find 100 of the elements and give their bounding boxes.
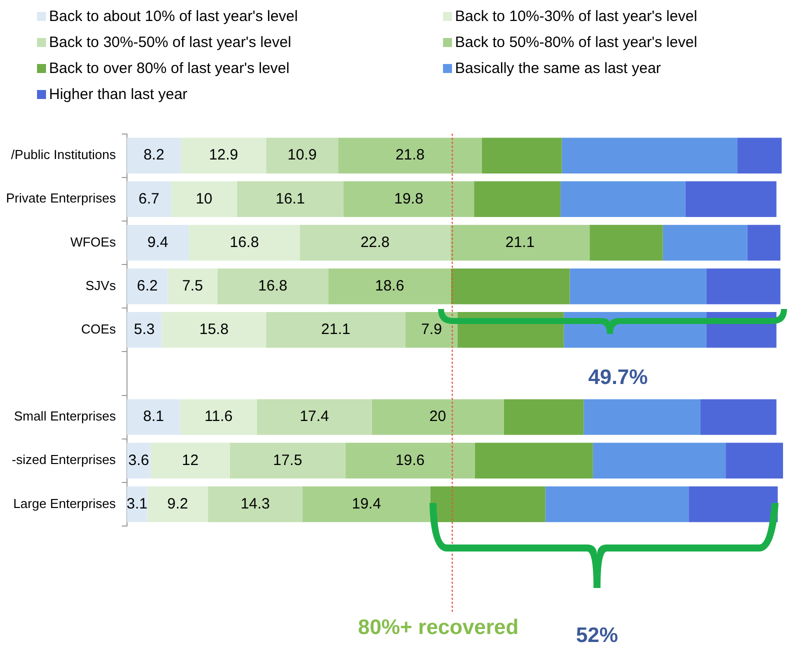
bar [662,224,748,261]
bar [450,224,590,261]
y-tick-label: COEs [81,321,116,336]
bar [126,181,172,218]
bar [208,486,302,522]
bar [338,138,482,174]
bar [180,399,257,435]
bar [126,224,189,261]
data-label: 11.6 [204,408,233,426]
bar [230,442,346,478]
data-label: 16.8 [258,277,288,294]
data-label: 7.9 [421,321,442,338]
bar [126,312,162,348]
bar [430,486,546,522]
data-label: 3.1 [126,495,148,512]
data-label: 20 [429,408,446,426]
legend-label: Back to about 10% of last year's level [49,8,298,24]
data-label: 22.8 [360,234,390,251]
bar [737,138,782,174]
data-label: 16.1 [276,190,305,208]
bar [474,181,561,218]
bar [685,181,776,218]
y-tick-label: -sized Enterprises [12,452,116,468]
bar [450,268,570,304]
data-label: 6.7 [138,190,160,208]
bar [300,224,450,261]
bar [237,181,344,218]
bar [545,486,689,522]
bar [328,268,451,304]
bar [345,442,475,478]
bar [482,138,562,174]
data-label: 16.8 [230,234,259,251]
bar [706,268,780,304]
bar [302,486,431,522]
bar [504,399,584,435]
legend-label: Back to 10%-30% of last year's level [455,8,698,24]
legend-label: Back to over 80% of last year's level [49,60,290,76]
data-label: 14.3 [240,495,270,512]
legend-label: Basically the same as last year [455,60,661,76]
y-tick-label: /Public Institutions [11,147,116,162]
bar [726,442,784,478]
legend-label: Back to 30%-50% of last year's level [49,34,292,50]
bar [584,399,701,435]
data-label: 19.4 [352,495,382,512]
data-label: 19.8 [394,190,424,208]
y-tick-label: SJVs [85,278,116,293]
bar [560,181,686,218]
data-label: 8.1 [143,408,164,426]
annotation: 49.7% [588,366,648,390]
data-label: 17.5 [272,452,302,469]
data-label: 10.9 [287,146,317,164]
bar [700,399,776,435]
text: 52% [576,624,618,648]
bar [256,399,372,435]
data-label: 12 [182,452,199,469]
data-label: 9.4 [147,234,168,251]
y-tick-label: Private Enterprises [6,190,116,206]
data-label: 21.1 [321,321,350,338]
bar [217,268,328,304]
bar [266,138,338,174]
y-tick-label: WFOEs [70,234,116,250]
data-label: 3.6 [128,452,150,469]
bar [474,442,593,478]
bar [747,224,780,261]
data-label: 15.8 [199,321,229,338]
data-label: 9.2 [167,495,188,512]
bar [570,268,706,304]
data-label: 18.6 [374,277,404,294]
bar [592,442,726,478]
bar [562,138,738,174]
bar [188,224,300,261]
data-label: 21.8 [395,146,425,164]
data-label: 6.2 [136,277,158,294]
bar [126,138,181,174]
data-label: 8.2 [143,146,164,164]
bar [266,312,406,348]
bar [171,181,238,218]
bar [372,399,504,435]
bar [688,486,778,522]
ref-line-label: 80%+ recovered [358,616,519,640]
y-tick-label: Small Enterprises [14,408,116,424]
data-label: 19.6 [395,452,425,469]
bar [147,486,208,522]
bar [126,268,168,304]
bar [180,138,266,174]
data-label: 12.9 [208,146,238,164]
data-label: 10 [196,190,212,208]
data-label: 17.4 [300,408,329,426]
data-label: 5.3 [134,321,155,338]
bar [162,312,266,348]
bar [590,224,663,261]
y-tick-label: Large Enterprises [13,496,116,511]
bar [150,442,230,478]
legend-label: Higher than last year [49,86,188,102]
data-label: 21.1 [505,234,535,251]
legend-label: Back to 50%-80% of last year's level [455,34,698,50]
data-label: 7.5 [182,277,203,294]
bar [126,399,180,435]
bar [168,268,218,304]
bar [343,181,474,218]
